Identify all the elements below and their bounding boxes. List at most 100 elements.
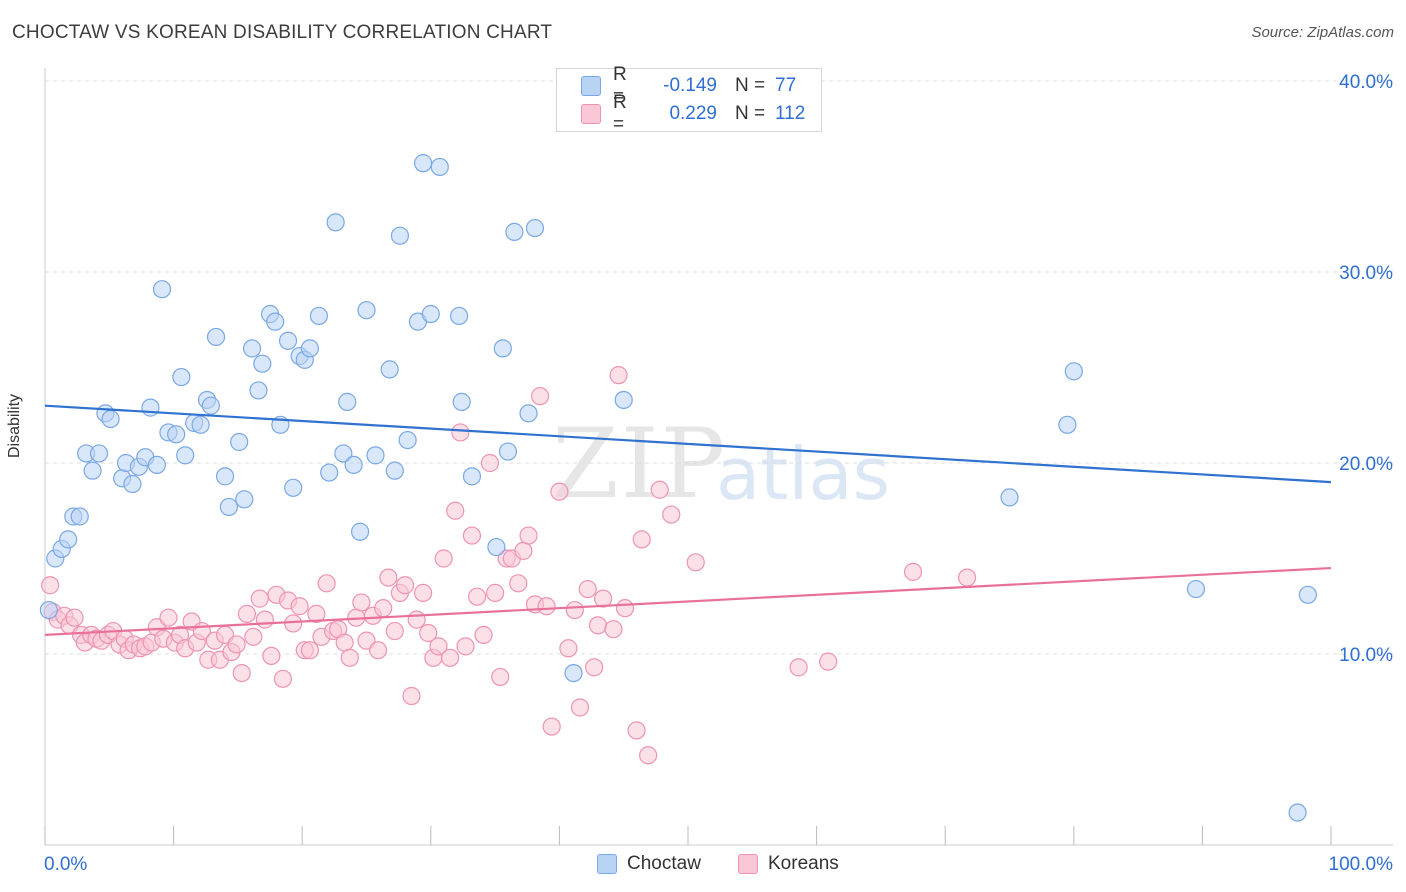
koreans-point [262,646,281,666]
koreans-point [662,505,681,524]
choctaw-point [1000,488,1019,507]
r-label: R = [613,64,627,107]
choctaw-point [380,360,399,379]
r-value: 0.229 [669,103,717,124]
choctaw-point [344,455,363,475]
koreans-point [686,553,705,572]
koreans-point [514,541,533,560]
n-value: 112 [775,103,806,124]
legend-item-koreans[interactable]: Koreans [738,852,839,876]
watermark-zip: ZIP [552,408,728,520]
choctaw-point [230,432,249,452]
choctaw-point [449,306,469,326]
choctaw-point [1058,415,1077,434]
choctaw-point [176,446,195,465]
choctaw-point [59,530,78,549]
koreans-point [227,635,246,654]
correlation-legend: R = -0.149 N = 77 R = 0.229 N = 112 [556,64,822,135]
chart-title: CHOCTAW VS KOREAN DISABILITY CORRELATION… [12,22,553,43]
koreans-point [594,589,613,608]
choctaw-point [191,415,210,434]
koreans-point [474,625,493,645]
choctaw-point [123,474,142,494]
n-label: N = [735,103,766,124]
n-label: N = [735,75,766,96]
koreans-point [585,658,604,677]
choctaw-point [421,304,440,324]
choctaw-point [206,327,226,347]
choctaw-point [266,312,285,331]
choctaw-point [357,301,376,320]
koreans-trend-line [44,566,1332,636]
koreans-point [255,610,275,629]
koreans-point [340,648,359,667]
koreans-point [407,610,426,629]
choctaw-point [320,463,339,482]
koreans-point [467,587,487,606]
koreans-point [440,648,460,667]
koreans-point [509,574,528,593]
choctaw-point [101,409,120,429]
choctaw-point [1064,362,1083,381]
koreans-point [413,583,433,602]
koreans-point [429,637,448,656]
choctaw-point [300,339,320,358]
koreans-point [395,576,415,595]
choctaw-point [413,154,433,173]
koreans-point [456,637,475,656]
koreans-point [446,501,465,520]
choctaw-point [525,218,545,238]
koreans-point [578,579,597,599]
koreans-point [609,366,628,385]
koreans-point [565,600,584,620]
y-tick-label: 30.0% [1339,263,1393,284]
koreans-point [290,597,309,616]
koreans-point [531,387,550,406]
koreans-swatch [581,104,601,124]
koreans-point [957,568,977,587]
koreans-point [604,620,623,639]
choctaw-point [70,507,89,526]
koreans-point [65,608,84,627]
source-note: Source: ZipAtlas.com [1251,24,1394,41]
choctaw-point [167,425,186,444]
choctaw-point [284,478,303,497]
choctaw-point [334,444,353,463]
koreans-point [335,633,354,652]
choctaw-point [278,331,298,350]
choctaw-point [498,442,518,461]
choctaw-point [366,446,385,465]
choctaw-point [172,367,191,387]
choctaw-point [235,490,254,509]
choctaw-point [39,600,58,620]
choctaw-trend-line [44,404,1332,484]
y-tick-label: 40.0% [1339,72,1393,93]
koreans-point [368,641,388,660]
choctaw-point [390,226,410,245]
choctaw-point [201,396,220,415]
koreans-point [615,599,635,618]
choctaw-point [398,430,417,450]
koreans-point [639,746,658,765]
choctaw-point [83,461,102,480]
r-value: -0.149 [663,75,717,96]
choctaw-point [338,392,357,411]
koreans-point [317,574,336,593]
x-tick-label: 100.0% [1329,854,1394,875]
y-tick-label: 20.0% [1339,454,1393,475]
koreans-point [419,623,438,643]
choctaw-point [253,354,272,373]
legend-item-choctaw[interactable]: Choctaw [597,852,701,876]
koreans-point [588,616,608,635]
koreans-point [650,480,669,499]
koreans-swatch [738,854,758,874]
choctaw-point [493,339,512,358]
choctaw-point [462,467,482,486]
choctaw-point [309,306,329,326]
watermark-atlas: atlas [716,432,890,516]
koreans-point [550,482,569,501]
koreans-point [519,526,538,545]
choctaw-point [219,497,238,517]
choctaw-point [564,663,583,683]
